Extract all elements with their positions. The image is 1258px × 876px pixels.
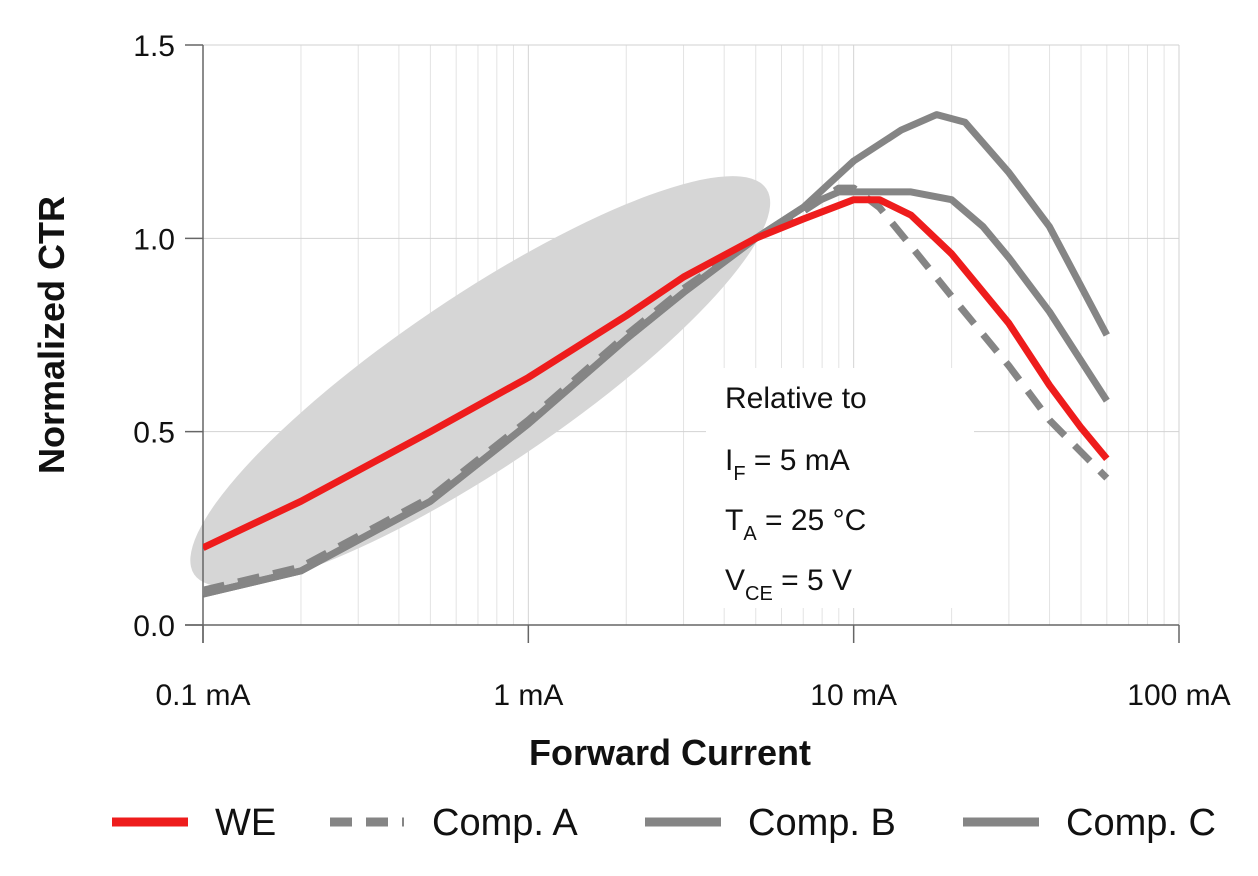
x-tick-label: 100 mA <box>1127 679 1230 712</box>
x-tick-labels: 0.1 mA 1 mA 10 mA 100 mA <box>155 679 1230 712</box>
annotation-if: IF = 5 mA <box>725 444 850 485</box>
y-axis-title: Normalized CTR <box>31 196 72 474</box>
legend-label-comp-a: Comp. A <box>432 802 578 844</box>
x-tick-label: 1 mA <box>493 679 563 712</box>
y-tick-label: 1.5 <box>133 30 175 63</box>
axes <box>185 44 1180 643</box>
legend-label-we: WE <box>215 802 276 844</box>
series-line-we <box>203 196 1110 551</box>
annotation-ta: TA = 25 °C <box>725 504 866 545</box>
series-lines <box>203 111 1110 598</box>
legend-label-comp-b: Comp. B <box>748 802 896 844</box>
x-tick-label: 10 mA <box>810 679 897 712</box>
annotation: Relative to IF = 5 mA TA = 25 °C VCE = 5… <box>725 382 867 605</box>
annotation-box <box>706 368 974 608</box>
y-tick-labels: 0.0 0.5 1.0 1.5 <box>133 30 175 643</box>
y-tick-label: 1.0 <box>133 223 175 256</box>
y-tick-label: 0.5 <box>133 417 175 450</box>
x-axis-title: Forward Current <box>529 732 811 773</box>
annotation-vce: VCE = 5 V <box>725 564 852 605</box>
legend-label-comp-c: Comp. C <box>1066 802 1216 844</box>
annotation-line1: Relative to <box>725 382 867 415</box>
y-tick-label: 0.0 <box>133 610 175 643</box>
legend: WE Comp. A Comp. B Comp. C <box>112 802 1216 844</box>
x-tick-label: 0.1 mA <box>155 679 250 712</box>
series-line-comp-a <box>203 184 1110 594</box>
